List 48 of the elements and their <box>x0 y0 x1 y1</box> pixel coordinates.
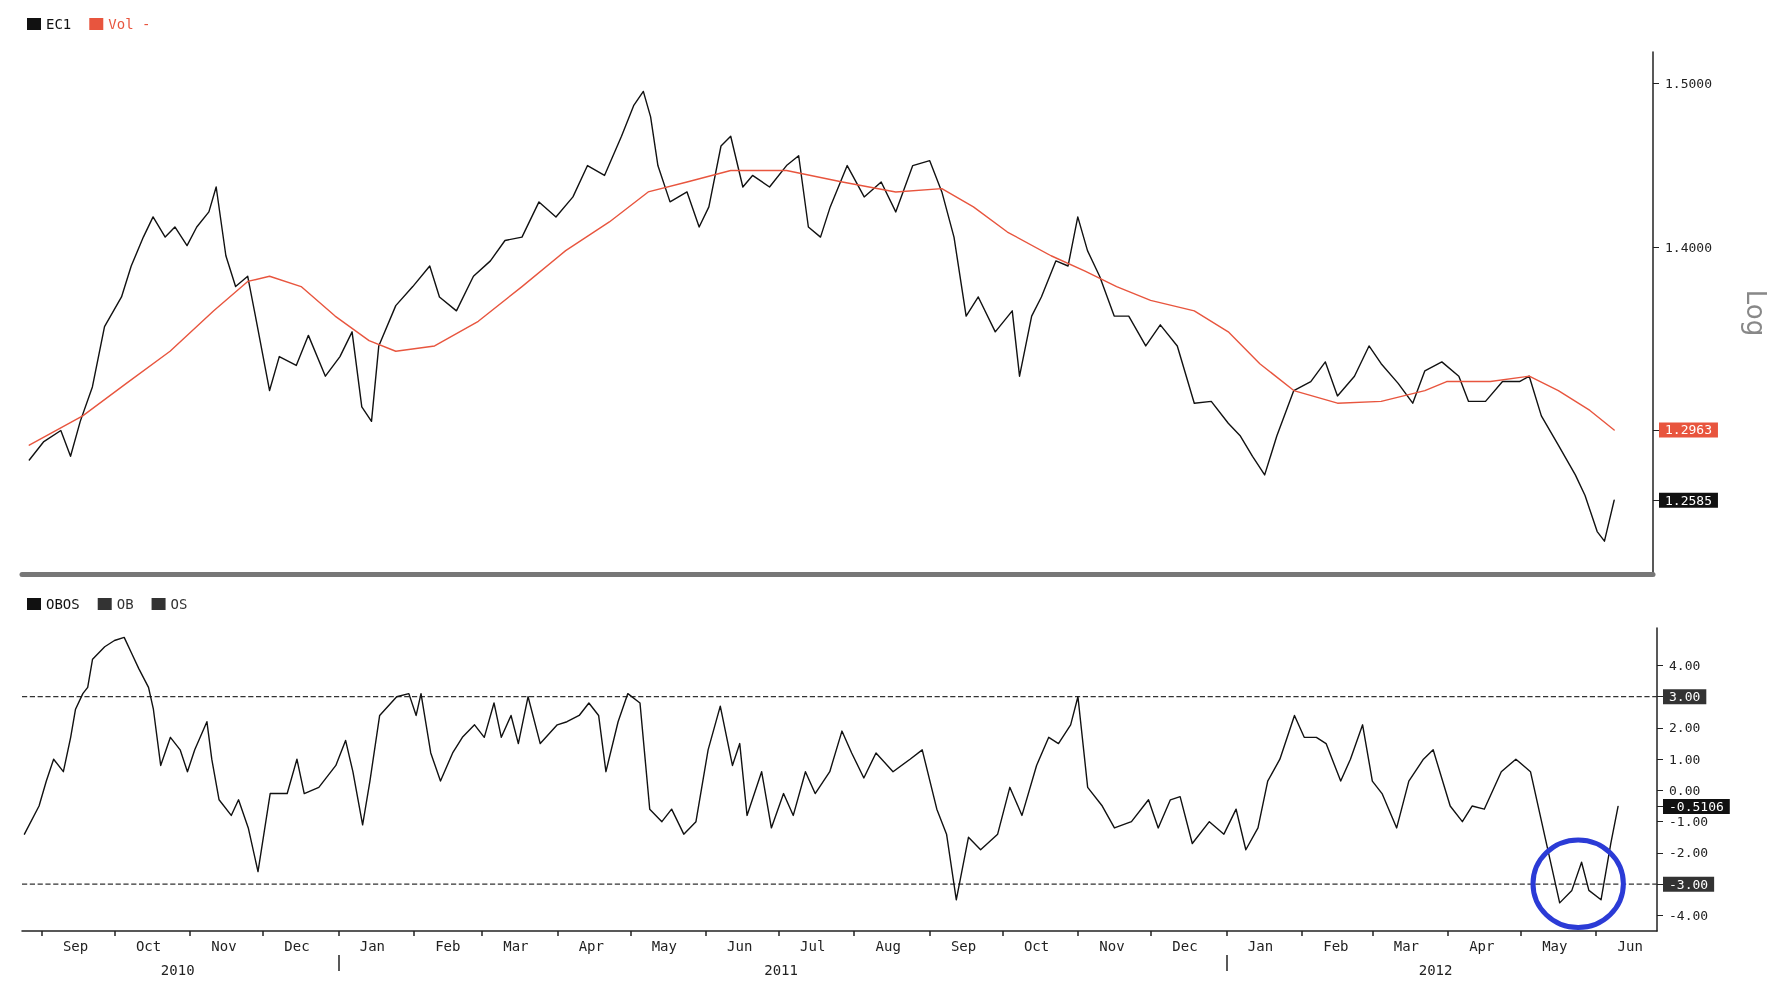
y-tick-label: 4.00 <box>1669 657 1701 673</box>
y-tick-label: 3.00 <box>1669 689 1701 705</box>
x-tick-label: Oct <box>135 938 162 954</box>
x-tick-label: Aug <box>875 938 901 954</box>
x2-tick-label: 2012 <box>1418 962 1453 978</box>
y-tick-label: 1.2963 <box>1665 422 1712 438</box>
x-tick-label: Oct <box>1023 938 1050 954</box>
y-tick-label: -0.5106 <box>1669 798 1724 814</box>
x-tick-label: Jun <box>1617 938 1643 954</box>
y-tick-label: -3.00 <box>1669 876 1709 892</box>
y-tick-label: -1.00 <box>1669 814 1709 830</box>
y-tick-label: -2.00 <box>1669 845 1709 861</box>
x-tick-label: May <box>1542 938 1568 954</box>
line-series <box>23 636 1619 904</box>
line-series <box>28 169 1615 446</box>
x-tick-label: May <box>651 938 677 954</box>
x-tick-label: Apr <box>1469 938 1495 954</box>
x-tick-label: Feb <box>1323 938 1349 954</box>
x2-tick-label: 2010 <box>160 962 195 978</box>
x-tick-label: Sep <box>62 938 89 954</box>
y-tick-label: 0.00 <box>1669 782 1701 798</box>
x-tick-label: Mar <box>1393 938 1420 954</box>
x-tick-label: Sep <box>950 938 977 954</box>
legend-label: Vol - <box>108 16 151 32</box>
legend-label: OBOS <box>46 596 80 612</box>
legend-label: EC1 <box>46 16 72 32</box>
x-tick-label: Jan <box>1247 938 1274 954</box>
x-tick-label: Jun <box>727 938 753 954</box>
x-tick-label: Feb <box>435 938 461 954</box>
legend-label: OS <box>170 596 188 612</box>
y-tick-label: 1.2585 <box>1665 492 1712 508</box>
x-tick-label: Jan <box>359 938 386 954</box>
x-tick-label: Apr <box>578 938 604 954</box>
x-tick-label: Nov <box>211 938 237 954</box>
x-tick-label: Mar <box>503 938 529 954</box>
line-series <box>28 90 1615 542</box>
y-tick-label: 1.5000 <box>1665 75 1712 91</box>
y-tick-label: 1.4000 <box>1665 239 1712 255</box>
x-tick-label: Nov <box>1099 938 1125 954</box>
x2-tick-label: 2011 <box>764 962 798 978</box>
y-tick-label: 1.00 <box>1669 751 1701 767</box>
x-tick-label: Jul <box>800 938 826 954</box>
x-tick-label: Dec <box>1172 938 1198 954</box>
legend-label: OB <box>116 596 134 612</box>
y-tick-label: 2.00 <box>1669 720 1701 736</box>
y-axis-title: Log <box>1741 289 1771 337</box>
x-tick-label: Dec <box>284 938 310 954</box>
y-tick-label: -4.00 <box>1669 907 1709 923</box>
